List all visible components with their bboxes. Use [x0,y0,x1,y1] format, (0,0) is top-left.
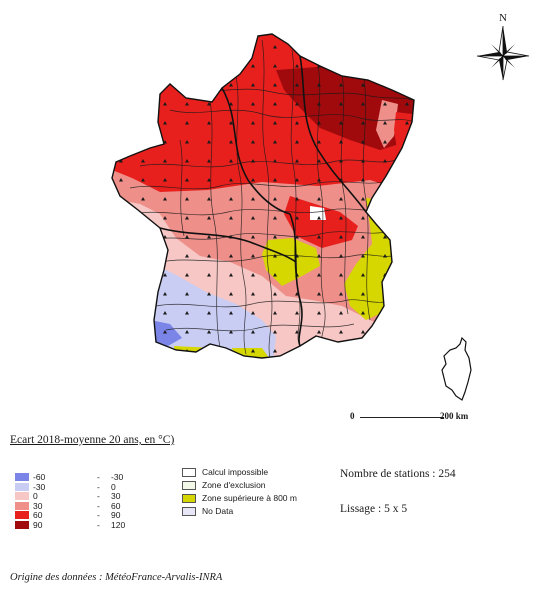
legend-special-row: Calcul impossible [182,466,342,479]
france-map [111,33,415,359]
legend-class-dash: - [97,491,100,501]
compass-rose-icon [476,25,530,81]
legend-class-row: -60 - -30 [15,472,155,482]
legend-class-swatch [15,473,29,481]
compass-rose: N [470,12,536,82]
legend-class-row: 90 -120 [15,520,155,530]
legend-class-from: 60 [33,510,43,520]
legend-class-dash: - [97,472,100,482]
legend-special-row: Zone supérieure à 800 m [182,492,342,505]
legend-special-label: Zone d'exclusion [202,480,266,490]
station-count: Nombre de stations : 254 [340,468,456,480]
legend-class-to: 120 [111,519,126,530]
legend-class-row: -30 -0 [15,482,155,492]
legend-class-swatch [15,520,29,529]
legend-special-row: No Data [182,505,342,518]
legend-special-label: Zone supérieure à 800 m [202,493,297,503]
region-borders [159,55,367,347]
data-source: Origine des données : MétéoFrance-Arvali… [10,572,223,583]
legend-class-row: 0 - 30 [15,491,155,501]
legend-class-dash: - [97,500,100,511]
france-outline [111,33,415,359]
legend-class-swatch [15,482,29,491]
legend-special-row: Zone d'exclusion [182,479,342,492]
legend-class-swatch [15,492,29,500]
legend-class-swatch [15,501,29,510]
legend-class-from: 0 [33,491,38,501]
legend-class-row: 30 -60 [15,501,155,511]
legend-class-dash: - [97,519,100,530]
legend-special-swatch [182,494,196,503]
legend-special-swatch [182,481,196,490]
legend-class-to: 0 [111,481,116,492]
scale-bar: 0 200 km [350,406,490,428]
legend-class-from: 30 [33,500,43,511]
legend-class-row: 60 - 90 [15,510,155,520]
scale-end-label: 200 km [440,411,469,421]
legend-special-label: No Data [202,506,234,516]
scale-start-label: 0 [350,411,355,421]
scale-line [360,417,444,418]
smoothing-info: Lissage : 5 x 5 [340,503,408,515]
legend-classes: -60- -30 -30-0 0-30 30-60 60-90 90-120 [15,472,155,530]
legend-class-from: 90 [33,519,43,530]
legend-class-dash: - [97,510,100,520]
legend-class-to: -30 [111,472,124,482]
legend-class-to: 60 [111,500,121,511]
legend-class-to: 30 [111,491,121,501]
legend-special-swatch [182,507,196,516]
north-label: N [499,12,507,24]
corsica-outline [441,336,472,401]
legend-special-categories: Calcul impossible Zone d'exclusion Zone su… [182,466,342,518]
legend-class-swatch [15,511,29,519]
legend-class-dash: - [97,481,100,492]
legend-special-label: Calcul impossible [202,467,269,477]
temperature-anomaly-surface [112,34,414,358]
legend-class-from: -30 [33,481,46,492]
legend-class-to: 90 [111,510,121,520]
legend-class-from: -60 [33,472,46,482]
legend-title: Ecart 2018-moyenne 20 ans, en °C) [10,434,175,446]
legend-special-swatch [182,468,196,477]
